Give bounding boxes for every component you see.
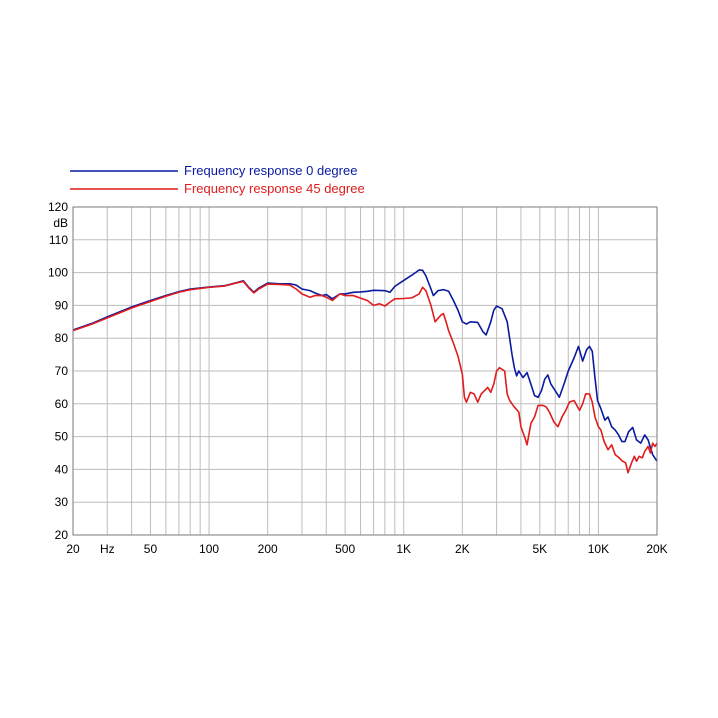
x-tick-label: 20 <box>66 542 80 556</box>
series-line-0-degree <box>72 269 658 462</box>
y-tick-label: 20 <box>55 528 69 542</box>
plot-frame <box>72 206 658 536</box>
x-tick-label: 1K <box>396 542 411 556</box>
y-tick-label: 30 <box>55 495 69 509</box>
x-tick-label: 100 <box>199 542 219 556</box>
y-tick-label: 90 <box>55 298 69 312</box>
y-axis-tick-labels: 20 30 40 50 60 70 80 90 100 110 120 <box>48 200 68 542</box>
y-tick-label: 40 <box>55 462 69 476</box>
legend: Frequency response 0 degree Frequency res… <box>70 163 365 196</box>
y-tick-label: 70 <box>55 364 69 378</box>
x-tick-label: Hz <box>100 542 115 556</box>
grid <box>73 207 657 535</box>
y-tick-label: 80 <box>55 331 69 345</box>
y-tick-label: 100 <box>48 266 68 280</box>
x-tick-label: 20K <box>646 542 667 556</box>
x-tick-label: 5K <box>532 542 547 556</box>
series-line-45-degree <box>72 280 658 474</box>
x-tick-label: 200 <box>258 542 278 556</box>
x-tick-label: 10K <box>588 542 609 556</box>
x-tick-label: 2K <box>455 542 470 556</box>
y-tick-label: 120 <box>48 200 68 214</box>
y-tick-label: 110 <box>49 233 68 247</box>
series-layer <box>72 269 658 474</box>
legend-label: Frequency response 45 degree <box>184 181 365 196</box>
y-tick-label: 60 <box>55 397 69 411</box>
legend-label: Frequency response 0 degree <box>184 163 357 178</box>
x-tick-label: 50 <box>144 542 158 556</box>
y-axis-label: dB <box>53 216 68 230</box>
y-tick-label: 50 <box>55 430 69 444</box>
x-axis-tick-labels: 20 Hz 50 100 200 500 1K 2K 5K 10K 20K <box>66 542 667 556</box>
x-tick-label: 500 <box>335 542 355 556</box>
